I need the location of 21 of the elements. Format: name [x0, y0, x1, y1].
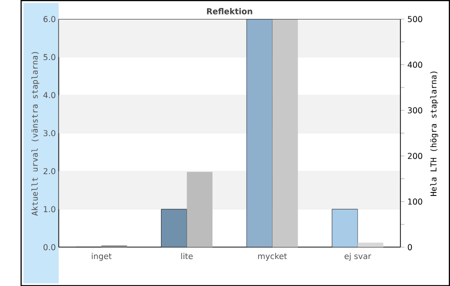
x-tick-label: ej svar — [344, 252, 372, 261]
y2-axis-title: Hela LTH (högra staplarna) — [430, 71, 438, 196]
y2-tick-label: 300 — [408, 107, 422, 114]
y2-tick-label: 400 — [408, 62, 422, 68]
y-tick-label: 0.0 — [44, 244, 56, 250]
bar — [358, 242, 384, 248]
y-tick-label: 5.0 — [44, 54, 56, 60]
x-tick-label: lite — [181, 252, 193, 260]
y-axis-title: Aktuellt urval (vänstra staplarna) — [31, 52, 40, 216]
x-tick-label: inget — [92, 252, 112, 261]
y-tick-label: 6.0 — [44, 16, 56, 22]
y2-tick-label: 0 — [408, 244, 412, 250]
y-tick-label: 2.0 — [44, 168, 56, 174]
y2-tick-label: 200 — [408, 152, 422, 159]
y2-tick-label: 500 — [408, 16, 422, 22]
chart-title: Reflektion — [207, 8, 252, 14]
x-tick-label: mycket — [258, 252, 287, 261]
y2-tick-label: 100 — [408, 198, 422, 204]
y-tick-label: 4.0 — [43, 92, 56, 98]
y-tick-label: 3.0 — [44, 130, 56, 136]
y-tick-label: 1.0 — [44, 206, 56, 212]
